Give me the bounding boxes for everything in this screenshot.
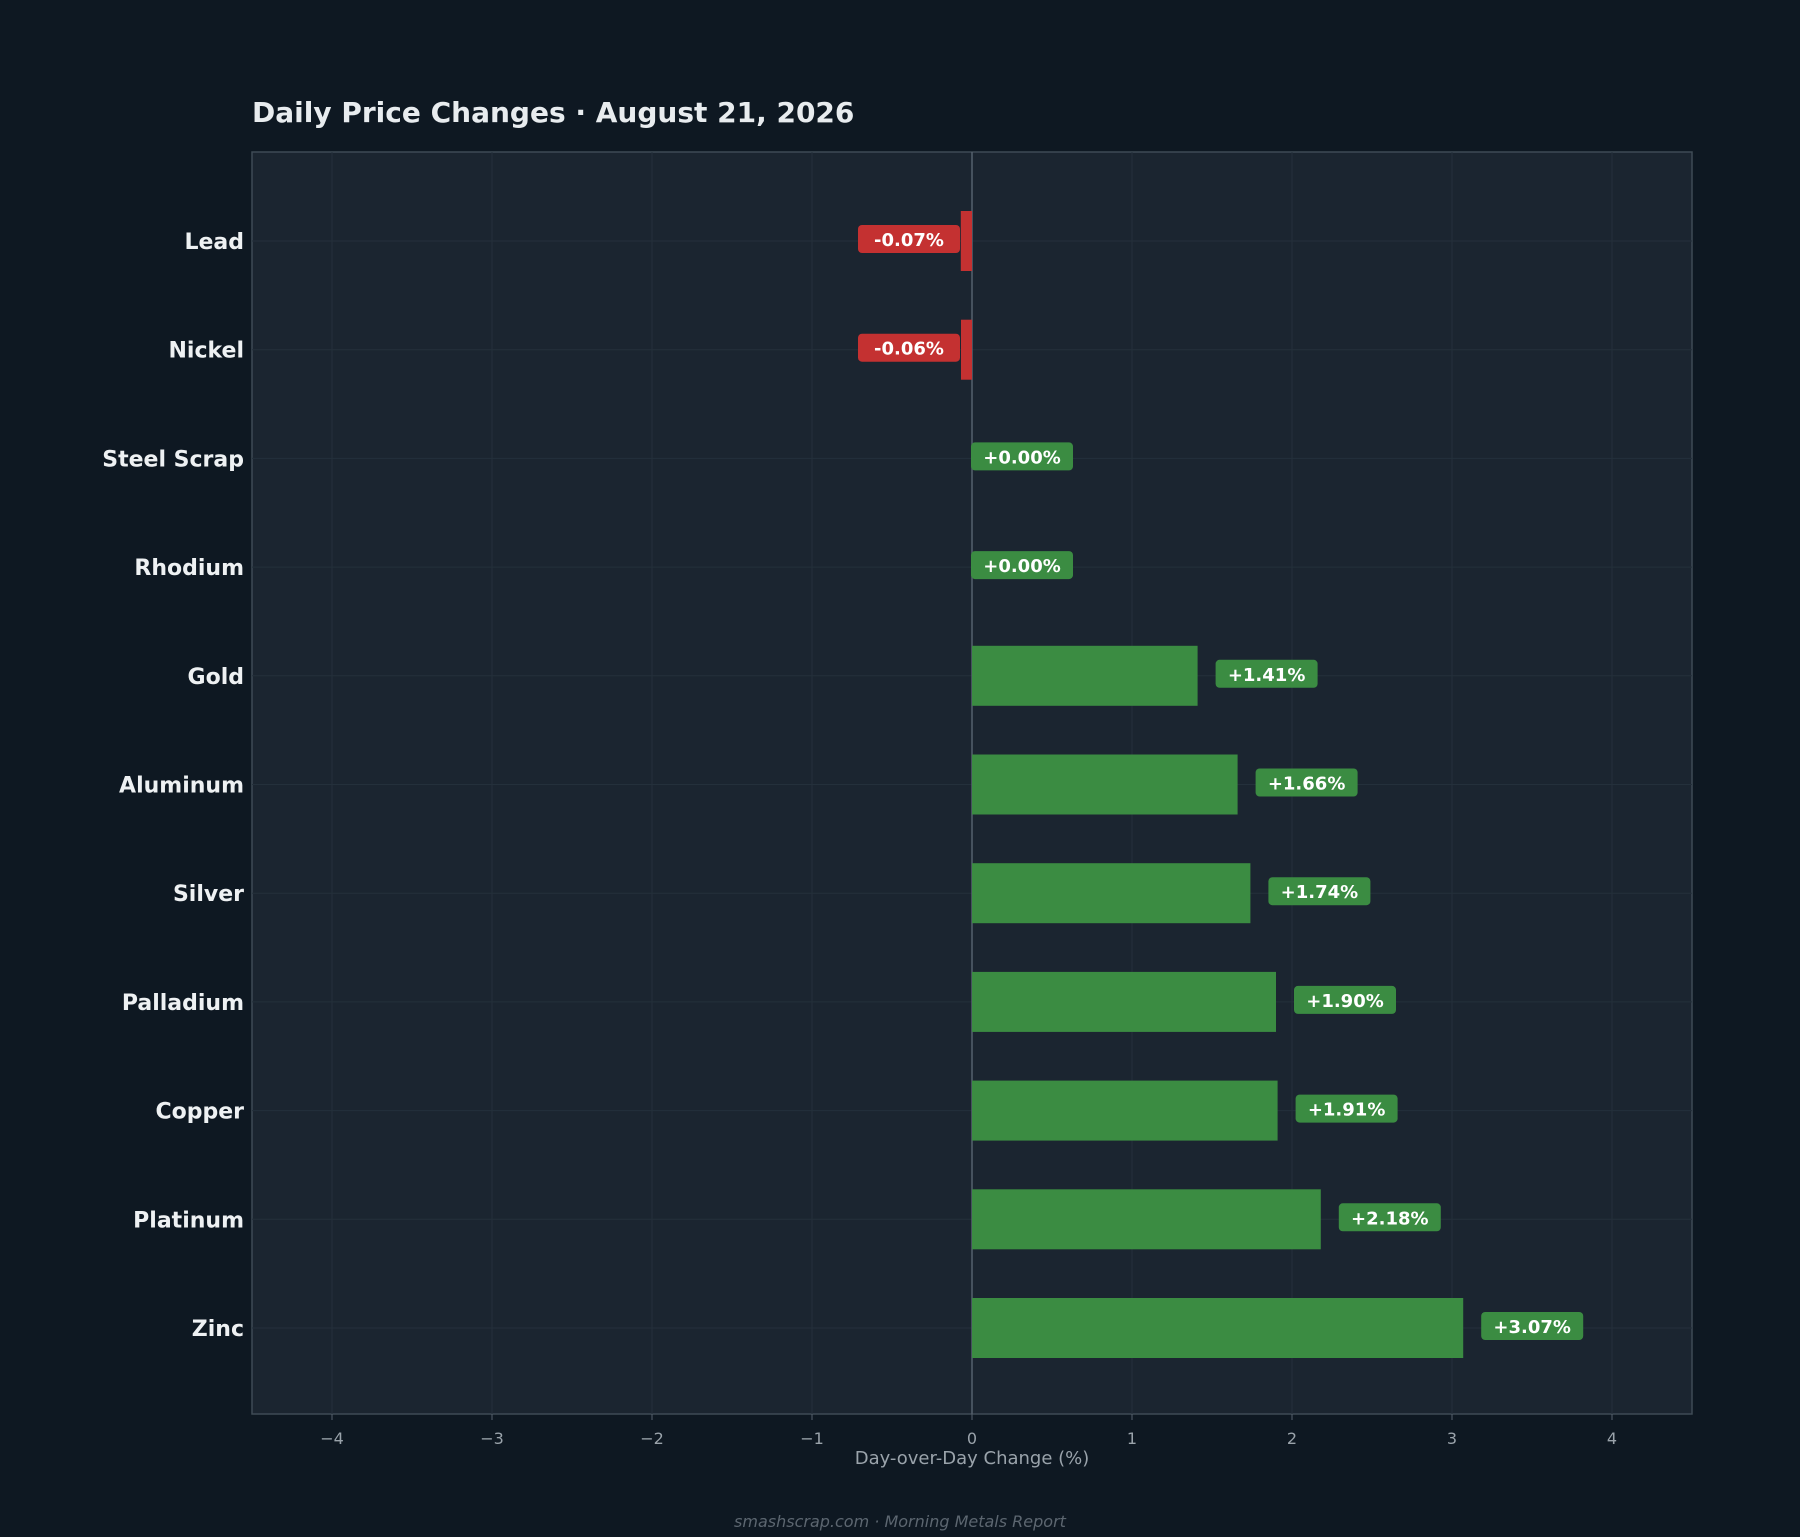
category-label: Platinum	[133, 1208, 244, 1233]
value-label: +0.00%	[983, 556, 1061, 577]
x-tick-label: 1	[1127, 1429, 1137, 1448]
bar	[972, 1189, 1321, 1250]
category-label: Palladium	[122, 991, 244, 1016]
x-axis-ticks: −4 −3 −2 −1 0 1 2 3 4	[320, 1414, 1617, 1448]
value-label-box	[971, 442, 1073, 471]
category-label: Steel Scrap	[102, 447, 244, 472]
bar	[972, 1298, 1464, 1358]
value-label-box	[1215, 659, 1318, 688]
value-label: +1.66%	[1268, 774, 1346, 795]
value-label-box	[1338, 1203, 1441, 1232]
bar	[972, 971, 1276, 1032]
category-label: Nickel	[169, 339, 245, 364]
bar	[972, 1080, 1278, 1141]
x-tick-label: 3	[1447, 1429, 1457, 1448]
category-label: Rhodium	[134, 556, 244, 581]
bars	[960, 152, 1464, 1414]
x-tick-label: 4	[1607, 1429, 1617, 1448]
value-label: +1.74%	[1281, 882, 1359, 903]
bar	[972, 863, 1251, 924]
value-label-box	[1255, 768, 1358, 797]
bar	[960, 211, 972, 271]
value-label: -0.06%	[874, 339, 944, 360]
x-tick-label: −4	[320, 1429, 344, 1448]
category-label: Lead	[184, 230, 244, 255]
value-label: -0.07%	[874, 230, 944, 251]
value-label: +1.91%	[1308, 1100, 1386, 1121]
x-tick-label: 0	[967, 1429, 977, 1448]
x-tick-label: −1	[800, 1429, 824, 1448]
bar	[972, 754, 1238, 815]
value-label-box	[1295, 1094, 1398, 1123]
value-label: +1.90%	[1306, 991, 1384, 1012]
category-label: Aluminum	[119, 774, 244, 799]
value-labels: -0.07% -0.06% +0.00% +0.00% +1.41% +1.66% +1.7…	[858, 225, 1584, 1340]
category-labels: Lead Nickel Steel Scrap Rhodium Gold Aluminum…	[102, 230, 244, 1342]
chart-title: Daily Price Changes · August 21, 2026	[252, 96, 854, 129]
value-label-box	[971, 551, 1073, 580]
value-label: +0.00%	[983, 447, 1061, 468]
value-label-box	[858, 333, 960, 362]
category-label: Silver	[173, 882, 244, 907]
category-label: Copper	[155, 1100, 244, 1125]
value-label-box	[1268, 877, 1371, 906]
category-label: Gold	[188, 665, 244, 690]
value-label: +2.18%	[1351, 1208, 1429, 1229]
x-tick-label: −3	[480, 1429, 504, 1448]
category-label: Zinc	[192, 1317, 244, 1342]
x-tick-label: 2	[1287, 1429, 1297, 1448]
bar	[972, 645, 1198, 706]
value-label: +3.07%	[1493, 1317, 1571, 1338]
x-axis-label: Day-over-Day Change (%)	[855, 1448, 1090, 1469]
value-label: +1.41%	[1228, 665, 1306, 686]
value-label-box	[1481, 1312, 1584, 1340]
value-label-box	[1294, 985, 1396, 1014]
bar	[961, 319, 972, 380]
footer-credit: smashscrap.com · Morning Metals Report	[734, 1512, 1067, 1531]
x-tick-label: −2	[640, 1429, 664, 1448]
value-label-box	[858, 225, 960, 253]
